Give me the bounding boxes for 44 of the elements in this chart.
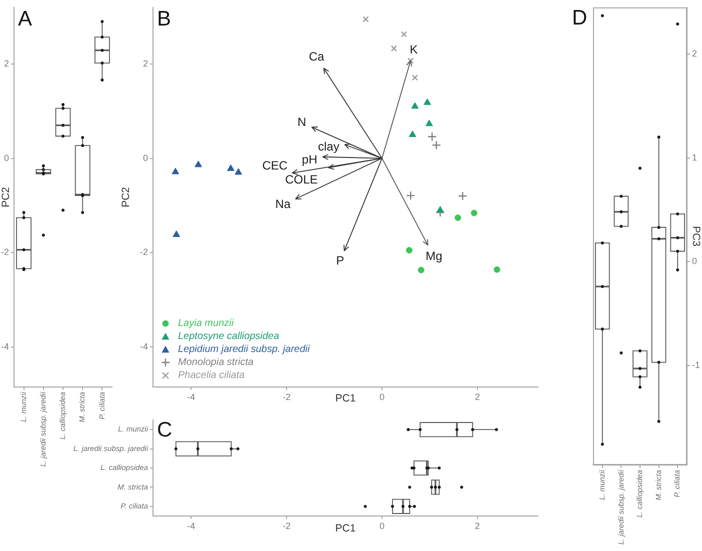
series-label: pH (302, 152, 318, 166)
y-tick-label: 2 (692, 48, 698, 59)
y-axis-title: PC2 (0, 186, 12, 208)
series-label: clay (318, 140, 340, 154)
legend-label: Lepidium jaredii subsp. jaredii (178, 343, 310, 356)
x-tick-label: 2 (474, 520, 480, 531)
y-tick-label: -4 (0, 341, 9, 352)
x-tick-label: -2 (282, 520, 291, 531)
y-tick-label: 0 (4, 152, 9, 163)
legend-label: Phacelia ciliata (178, 369, 245, 382)
y-tick-label: 0 (692, 256, 698, 266)
series-label: P (336, 253, 344, 268)
x-tick-label: 2 (474, 392, 480, 402)
legend-label: Layia munzii (178, 317, 234, 330)
series-label: Mg (426, 249, 442, 264)
y-tick-label: -2 (140, 247, 148, 258)
x-tick-label: -4 (187, 392, 196, 402)
y-tick-label: -4 (140, 341, 148, 352)
y-tick-label: 2 (4, 58, 9, 68)
y-tick-label: -2 (0, 247, 9, 258)
legend-label: Leptosyne calliopsidea (178, 330, 280, 343)
y-tick-label: -1 (692, 360, 700, 370)
chart-title: B (157, 8, 172, 31)
x-axis-title: PC1 (335, 392, 356, 405)
series-label: CEC (262, 158, 288, 173)
series-label: Ca (308, 49, 325, 64)
y-tick-label: 2 (142, 58, 148, 68)
y-axis-title: PC3 (690, 226, 702, 247)
y-tick-label: 0 (142, 152, 148, 163)
x-tick-label: 0 (379, 520, 385, 531)
x-tick-label: -4 (187, 520, 196, 531)
chart-title: D (572, 6, 588, 30)
chart-title: A (18, 8, 32, 31)
x-tick-label: 0 (379, 392, 385, 402)
series-label: K (410, 42, 418, 57)
x-axis-title: PC1 (335, 522, 356, 535)
series-label: N (297, 115, 306, 130)
y-axis-title: PC2 (120, 186, 132, 208)
y-tick-label: 1 (692, 152, 698, 162)
series-label: COLE (285, 172, 318, 187)
x-tick-label: -2 (282, 392, 291, 402)
series-label: Na (275, 197, 291, 212)
legend-label: Monolopia stricta (178, 356, 254, 369)
chart-title: C (157, 418, 172, 442)
